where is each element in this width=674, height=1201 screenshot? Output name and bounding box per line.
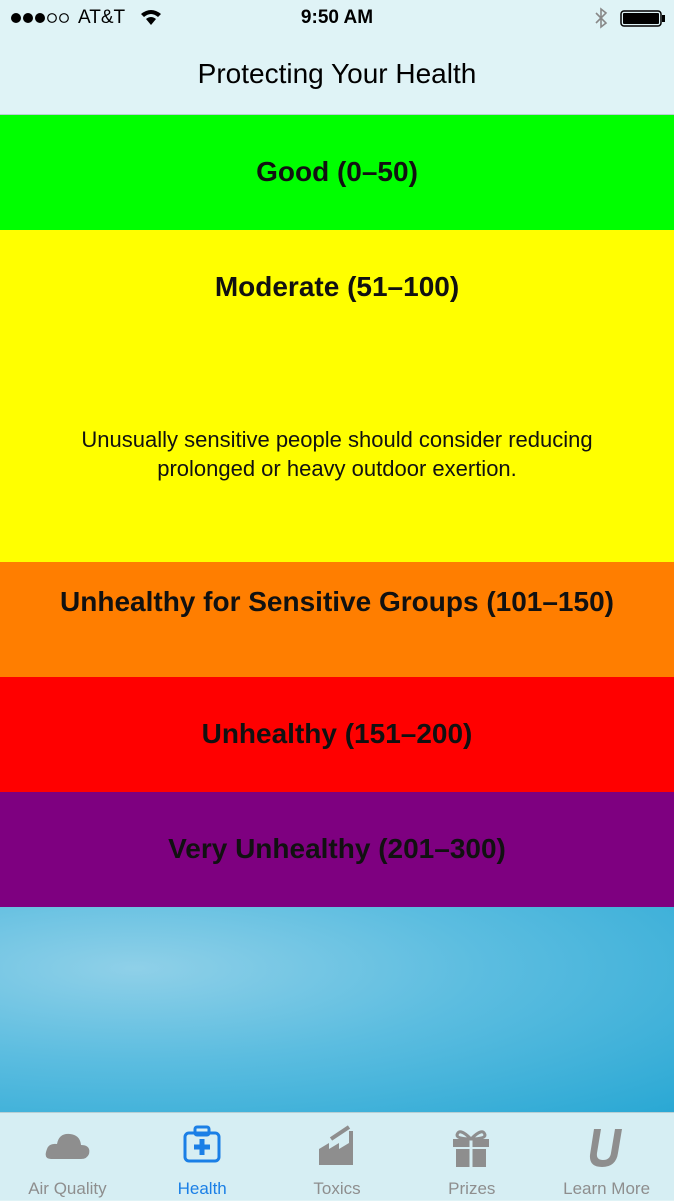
- wifi-icon: [141, 10, 161, 25]
- band-label: Good (0–50): [256, 156, 418, 187]
- aqi-band[interactable]: Moderate (51–100) Unusually sensitive pe…: [0, 230, 674, 562]
- aqi-band[interactable]: Unhealthy (151–200): [0, 677, 674, 792]
- tab-label: Health: [177, 1179, 227, 1198]
- tab-label: Air Quality: [28, 1179, 107, 1198]
- band-label: Unhealthy (151–200): [201, 718, 473, 749]
- page-title: Protecting Your Health: [197, 58, 477, 89]
- tab-label: Prizes: [448, 1179, 496, 1198]
- learn-more-icon: [590, 1129, 623, 1167]
- aqi-band[interactable]: Good (0–50): [0, 115, 674, 230]
- tab[interactable]: Health: [135, 1113, 270, 1201]
- nav-bar: Protecting Your Health: [0, 38, 674, 115]
- signal-icon: [11, 13, 69, 23]
- tab-bar: Air Quality Health Toxics Prizes Learn M…: [0, 1112, 674, 1200]
- cloud-icon: [45, 1133, 90, 1159]
- carrier: AT&T: [78, 7, 126, 28]
- band-description: Unusually sensitive people should consid…: [81, 427, 593, 481]
- band-label: Unhealthy for Sensitive Groups (101–150): [60, 586, 614, 617]
- tab-label: Toxics: [313, 1179, 361, 1198]
- band-label: Very Unhealthy (201–300): [168, 833, 506, 864]
- band-label: Moderate (51–100): [214, 271, 460, 302]
- aqi-band[interactable]: Unhealthy for Sensitive Groups (101–150): [0, 562, 674, 677]
- factory-icon: [318, 1125, 353, 1165]
- sky-background: [0, 907, 674, 1112]
- tab-label: Learn More: [563, 1179, 651, 1198]
- tab[interactable]: Toxics: [270, 1113, 405, 1201]
- battery-icons: [595, 7, 665, 29]
- tab[interactable]: Learn More: [539, 1113, 674, 1201]
- tab[interactable]: Prizes: [404, 1113, 539, 1201]
- status-bar: AT&T 9:50 AM: [0, 0, 674, 38]
- time: 9:50 AM: [300, 7, 374, 28]
- tab[interactable]: Air Quality: [0, 1113, 135, 1201]
- aqi-band[interactable]: Very Unhealthy (201–300): [0, 792, 674, 907]
- health-icon: [183, 1125, 221, 1163]
- gift-icon: [453, 1130, 490, 1167]
